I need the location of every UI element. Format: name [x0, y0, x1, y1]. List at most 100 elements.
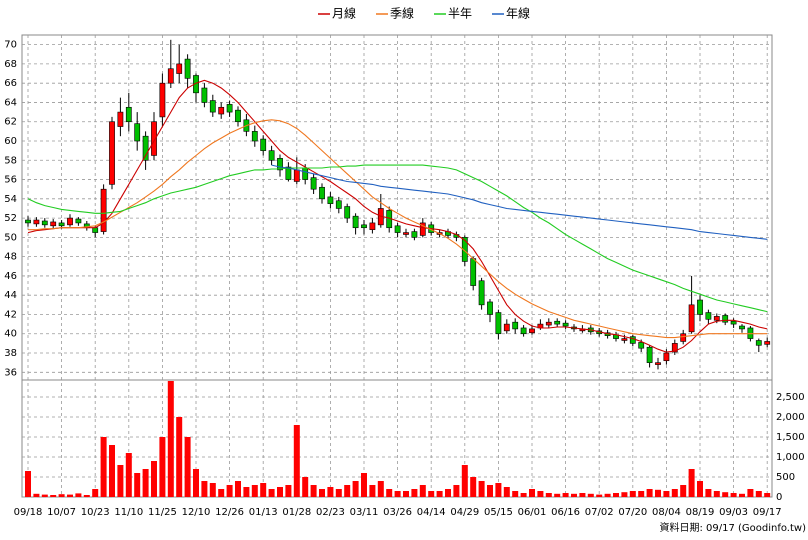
candle-body: [470, 258, 477, 286]
candle-body: [268, 150, 275, 161]
candle-body: [663, 352, 670, 362]
volume-bar: [243, 487, 250, 497]
candle-body: [251, 131, 258, 142]
volume-bar: [142, 469, 149, 497]
x-tick-label: 10/07: [47, 507, 76, 518]
candle-body: [176, 63, 183, 74]
volume-bar: [386, 489, 393, 497]
candle-body: [739, 325, 745, 330]
volume-bar: [167, 381, 174, 497]
candle-body: [41, 220, 48, 226]
volume-bar: [596, 494, 603, 497]
candle-body: [260, 138, 267, 151]
x-tick-label: 04/14: [417, 507, 446, 518]
candle-body: [67, 217, 73, 226]
volume-bar: [705, 489, 712, 497]
candle-body: [25, 219, 31, 224]
y-tick-label: 66: [4, 78, 17, 89]
volume-bar: [722, 492, 729, 497]
volume-bar: [554, 493, 561, 497]
x-tick-label: 02/23: [316, 507, 345, 518]
volume-bar: [403, 491, 409, 497]
candle-body: [293, 169, 300, 182]
volume-bar: [209, 483, 216, 497]
y2-tick-label: 2,000: [776, 412, 805, 423]
candle-body: [201, 87, 208, 103]
x-tick-label: 11/10: [114, 507, 143, 518]
candle-body: [369, 222, 376, 230]
y-tick-label: 50: [4, 232, 17, 243]
x-tick-label: 01/28: [282, 507, 311, 518]
x-tick-label: 12/26: [215, 507, 244, 518]
volume-bar: [151, 461, 157, 497]
y-tick-label: 70: [4, 40, 17, 51]
ma-line: [28, 119, 768, 339]
volume-bar: [67, 494, 73, 497]
volume-bar: [445, 489, 451, 497]
candle-body: [319, 186, 325, 200]
volume-bar: [302, 477, 309, 497]
volume-bar: [184, 437, 191, 497]
candle-body: [638, 342, 645, 349]
volume-bar: [117, 465, 124, 497]
candle-body: [50, 221, 57, 227]
candle-body: [159, 82, 166, 118]
legend-label: 季線: [390, 6, 414, 21]
candle-body: [545, 321, 552, 326]
volume-bar: [537, 491, 544, 497]
volume-bar: [41, 494, 48, 497]
candle-body: [327, 196, 334, 204]
volume-bar: [688, 469, 695, 497]
candle-body: [495, 312, 502, 335]
volume-bar: [478, 481, 485, 497]
volume-bar: [646, 489, 653, 497]
candle-body: [503, 323, 510, 332]
y2-tick-label: 0: [776, 492, 782, 503]
candle-body: [310, 177, 317, 190]
candle-body: [302, 167, 309, 180]
volume-bar: [755, 491, 762, 497]
volume-bar: [377, 481, 384, 497]
candle-body: [730, 320, 737, 325]
volume-bar: [176, 417, 183, 497]
legend-label: 月線: [332, 6, 356, 21]
volume-bar: [621, 492, 628, 497]
volume-bar: [587, 493, 594, 497]
volume-bar: [277, 487, 283, 497]
volume-bar: [344, 485, 351, 497]
candle-body: [394, 225, 401, 233]
x-tick-label: 03/26: [383, 507, 412, 518]
x-tick-label: 11/25: [148, 507, 177, 518]
candle-body: [554, 320, 561, 325]
candle-body: [125, 106, 132, 123]
volume-bar: [125, 453, 132, 497]
candle-body: [764, 341, 771, 345]
volume-bar: [579, 493, 586, 497]
y-tick-label: 46: [4, 271, 17, 282]
candle-body: [151, 121, 157, 156]
volume-bar: [268, 489, 275, 497]
x-tick-label: 05/15: [484, 507, 513, 518]
candle-body: [167, 68, 174, 84]
volume-bar: [428, 491, 435, 497]
y-tick-label: 60: [4, 136, 17, 147]
volume-bar: [226, 485, 233, 497]
candle-body: [218, 106, 225, 115]
volume-bar: [562, 493, 569, 497]
volume-bar: [109, 445, 115, 497]
volume-bar: [436, 491, 443, 497]
candle-body: [697, 299, 703, 315]
candle-body: [621, 338, 628, 341]
volume-bar: [503, 487, 510, 497]
volume-bar: [201, 481, 208, 497]
volume-bar: [419, 485, 426, 497]
x-tick-label: 07/02: [585, 507, 614, 518]
volume-bar: [487, 485, 493, 497]
volume-bar: [75, 493, 82, 497]
x-tick-label: 12/10: [182, 507, 211, 518]
candle-body: [478, 280, 485, 306]
candle-body: [403, 232, 409, 235]
y-tick-label: 38: [4, 348, 17, 359]
volume-bar: [293, 425, 300, 497]
